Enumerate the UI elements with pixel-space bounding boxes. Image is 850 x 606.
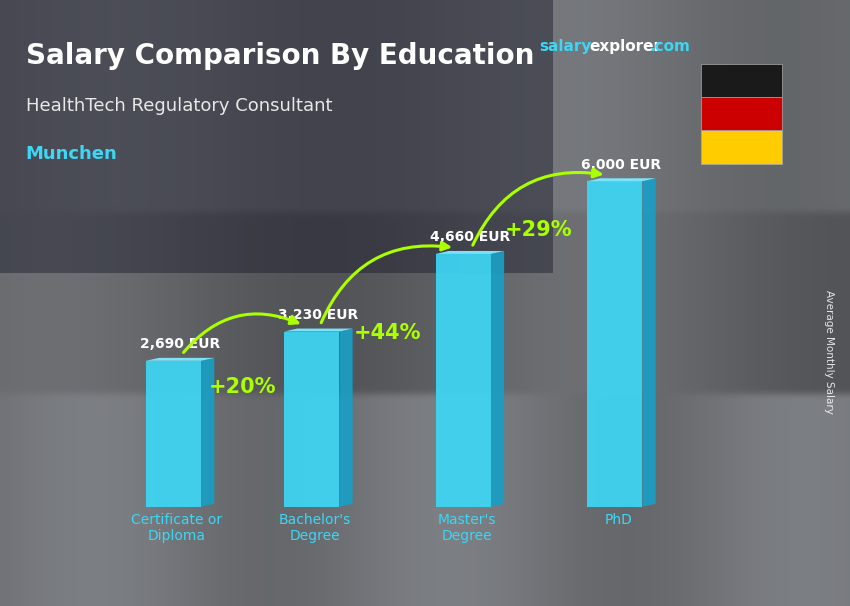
Text: Master's
Degree: Master's Degree xyxy=(438,513,496,544)
FancyArrowPatch shape xyxy=(184,314,298,353)
Text: Bachelor's
Degree: Bachelor's Degree xyxy=(279,513,351,544)
Polygon shape xyxy=(201,358,214,507)
Text: +20%: +20% xyxy=(209,378,276,398)
Text: +44%: +44% xyxy=(354,323,422,343)
Polygon shape xyxy=(146,358,214,361)
Polygon shape xyxy=(435,254,491,507)
Polygon shape xyxy=(339,328,353,507)
Text: +29%: +29% xyxy=(505,220,573,240)
Text: 6,000 EUR: 6,000 EUR xyxy=(581,158,661,171)
Text: explorer: explorer xyxy=(589,39,661,55)
Text: Certificate or
Diploma: Certificate or Diploma xyxy=(131,513,223,544)
FancyArrowPatch shape xyxy=(473,169,600,245)
Text: .com: .com xyxy=(649,39,690,55)
Polygon shape xyxy=(587,181,643,507)
Text: HealthTech Regulatory Consultant: HealthTech Regulatory Consultant xyxy=(26,97,332,115)
Polygon shape xyxy=(643,178,655,507)
Polygon shape xyxy=(284,331,339,507)
FancyArrowPatch shape xyxy=(321,242,449,323)
Text: Salary Comparison By Education: Salary Comparison By Education xyxy=(26,42,534,70)
Polygon shape xyxy=(284,328,353,331)
Polygon shape xyxy=(587,178,655,181)
Text: Munchen: Munchen xyxy=(26,145,117,164)
Text: 4,660 EUR: 4,660 EUR xyxy=(430,230,510,244)
Text: Average Monthly Salary: Average Monthly Salary xyxy=(824,290,834,413)
Text: 3,230 EUR: 3,230 EUR xyxy=(278,308,359,322)
Text: PhD: PhD xyxy=(604,513,632,527)
Polygon shape xyxy=(146,361,201,507)
Text: 2,690 EUR: 2,690 EUR xyxy=(140,338,220,351)
Polygon shape xyxy=(435,251,504,254)
Polygon shape xyxy=(491,251,504,507)
Text: salary: salary xyxy=(540,39,592,55)
